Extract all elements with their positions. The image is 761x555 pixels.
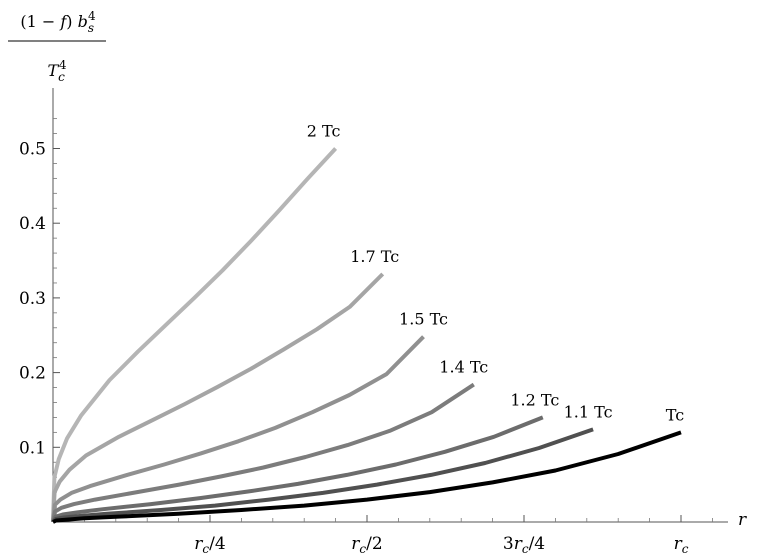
series-label: 1.5 Tc: [399, 310, 448, 329]
series-labels: 2 Tc 1.7 Tc 1.5 Tc 1.4 Tc 1.2 Tc 1.1 Tc Tc: [307, 122, 684, 425]
series-label: 1.1 Tc: [564, 402, 613, 421]
y-tick-label: 0.2: [19, 364, 46, 384]
x-tick-label: rc/2: [351, 534, 382, 555]
y-axis-title-numerator: (1 − f) bs4: [20, 9, 96, 35]
y-title-part-b: b: [78, 12, 88, 31]
series-line: [51, 415, 544, 523]
series-line: [52, 430, 682, 524]
series-line: [51, 382, 475, 523]
y-tick-label: 0.4: [19, 214, 46, 234]
y-title-part-close: ): [66, 12, 77, 31]
series-line: [51, 335, 425, 523]
y-title-part-4b: 4: [59, 58, 67, 72]
series-label: 2 Tc: [307, 122, 341, 141]
y-title-part-s: s: [88, 21, 94, 35]
y-tick-label: 0.5: [19, 140, 46, 160]
series-label: 1.4 Tc: [439, 358, 488, 377]
y-tick-label: 0.1: [19, 438, 46, 458]
x-tick-label: 3rc/4: [503, 534, 545, 555]
axes: [52, 88, 728, 523]
y-title-part-T: T: [47, 61, 59, 80]
series-lines: [51, 147, 682, 524]
y-axis-title-denominator: Tc4: [47, 58, 66, 84]
y-title-part-4a: 4: [88, 9, 96, 23]
y-title-part-open: (1 −: [20, 12, 60, 31]
y-title-part-c: c: [58, 70, 65, 84]
x-tick-label: rc: [674, 534, 689, 555]
series-label: 1.7 Tc: [350, 247, 399, 266]
x-tick-label: rc/4: [194, 534, 225, 555]
y-axis-title: (1 − f) bs4 Tc4: [8, 9, 106, 84]
ticks: 0.1 0.2 0.3 0.4 0.5 rc/4 rc/2 3rc/4 rc: [19, 118, 713, 555]
y-title-part-f: f: [59, 12, 69, 31]
x-axis-label: r: [738, 510, 747, 530]
series-label: 1.2 Tc: [510, 390, 559, 409]
series-line: [51, 147, 338, 523]
series-line: [51, 272, 385, 523]
series-line: [51, 427, 594, 524]
series-label: Tc: [666, 405, 684, 424]
y-tick-label: 0.3: [19, 289, 46, 309]
